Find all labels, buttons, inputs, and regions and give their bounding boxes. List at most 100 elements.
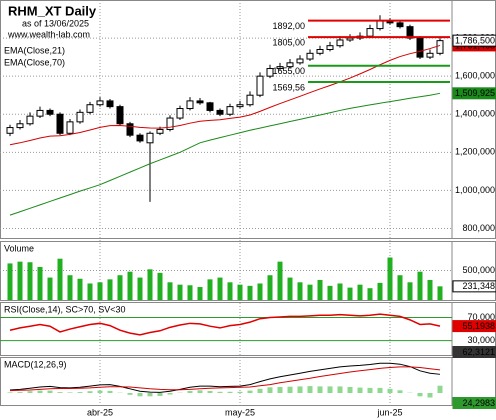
candle-body [296,58,304,64]
candle-body [6,127,14,134]
legend-entry: EMA(Close,21) [4,45,65,55]
volume-bar [77,278,83,300]
y-tick-label: 500,000 [462,265,495,275]
chart-title: RHM_XT Daily [8,3,97,18]
last-value-box [452,34,496,47]
ema-line [9,44,441,146]
candle-body [16,123,24,129]
volume-bar [257,283,263,300]
candle-body [256,75,264,96]
histogram-bar [137,393,143,397]
histogram-bar [77,392,83,393]
histogram-bar [147,393,153,397]
volume-bar [47,277,53,300]
candle-body [126,123,134,136]
volume-bar [57,258,63,300]
volume-bar [317,279,323,300]
volume-bar [187,285,193,300]
histogram-bar [167,393,173,395]
candle-body [66,121,74,134]
candle-body [336,39,344,47]
histogram-bar [267,387,273,393]
histogram-bar [277,387,283,393]
volume-bar [167,282,173,300]
volume-bar [397,275,403,300]
volume-bar [347,287,353,300]
candle-body [236,104,244,108]
level-label: 1805,00 [272,38,305,48]
last-value-box [452,397,496,409]
last-value-label: 1,786,500 [455,36,495,46]
histogram-bar [157,393,163,396]
volume-bar [287,277,293,300]
candle-body [246,94,254,106]
histogram-bar [217,391,223,393]
histogram-bar [107,390,113,393]
candle-body [426,52,434,58]
candle-body [326,45,334,51]
candle-body [316,49,324,54]
last-value-box [452,87,496,100]
volume-bar [247,285,253,300]
histogram-bar [87,391,93,393]
histogram-bar [307,386,313,393]
candle-body [186,100,194,110]
volume-bar [157,272,163,300]
volume-bar [337,283,343,300]
last-value-label: 55,1938 [462,321,495,331]
level-label: 1655,00 [272,66,305,76]
volume-bar [27,262,33,300]
histogram-bar [287,386,293,393]
histogram-bar [97,390,103,393]
candle-body [346,37,354,41]
histogram-bar [417,393,423,397]
volume-bar [67,275,73,300]
candle-body [206,102,214,111]
histogram-bar [327,386,333,393]
histogram-bar [397,390,403,393]
candle-body [366,28,374,37]
volume-bar [297,282,303,300]
panel-title: Volume [4,243,34,253]
histogram-bar [37,390,43,393]
volume-bar [7,263,13,300]
histogram-bar [317,386,323,393]
y-tick-label: 800,000 [462,223,495,233]
candle-body [286,62,294,68]
macd-line [9,362,441,393]
volume-bar [357,284,363,300]
histogram-bar [337,386,343,393]
ema-line [9,92,441,216]
volume-bar [37,266,43,300]
volume-bar [437,286,443,300]
candle-body [176,108,184,119]
histogram-bar [237,391,243,393]
candle-body [106,100,114,108]
candle-body [276,66,284,70]
candle-body [306,52,314,60]
candle-body [226,106,234,115]
volume-bar [267,275,273,300]
volume-bar [97,282,103,300]
volume-bar [227,282,233,300]
candle-body [166,117,174,130]
panel-title: MACD(12,26,9) [4,359,67,369]
histogram-bar [197,390,203,393]
volume-bar [417,271,423,300]
volume-bar [407,282,413,300]
volume-bar [307,284,313,300]
volume-bar [327,285,333,300]
histogram-bar [367,387,373,393]
y-tick-label: 1,400,000 [455,109,495,119]
volume-bar [207,279,213,300]
candle-body [46,109,54,115]
last-value-label: 1,509,925 [455,88,495,98]
histogram-bar [47,390,53,393]
last-value-box [452,280,496,293]
histogram-bar [257,388,263,393]
candle-body [56,113,64,134]
y-tick-label: 1,200,000 [455,147,495,157]
